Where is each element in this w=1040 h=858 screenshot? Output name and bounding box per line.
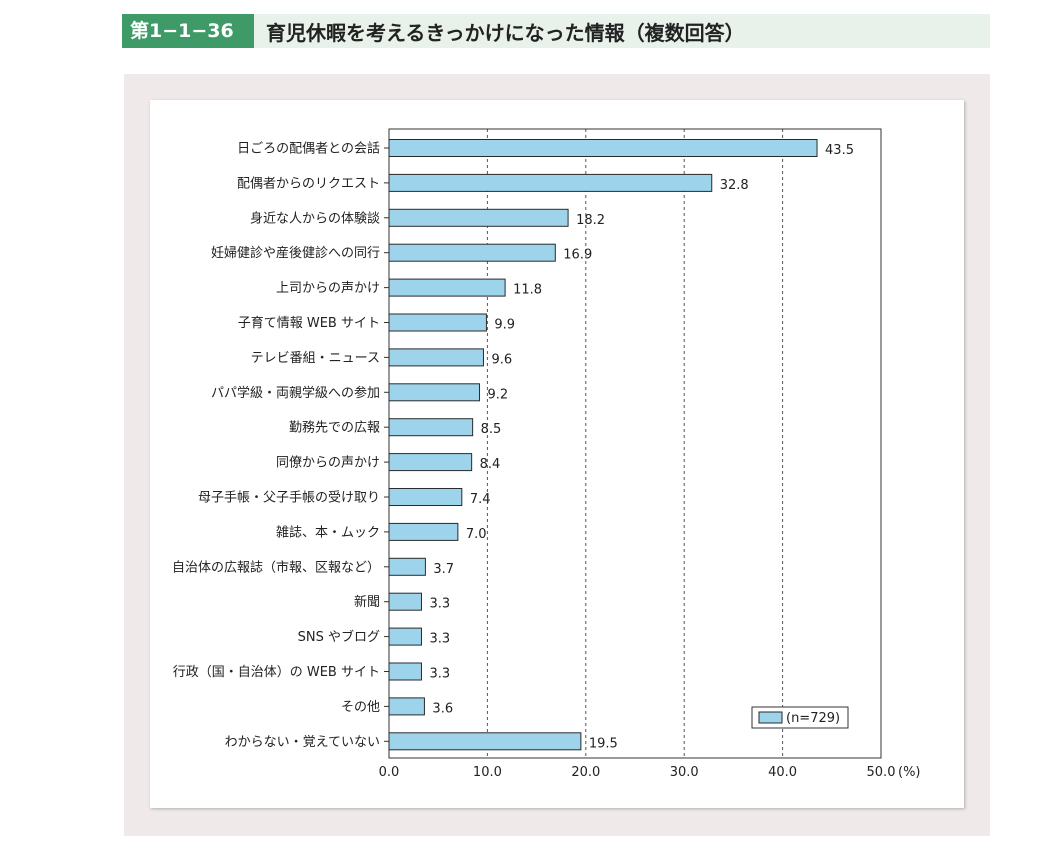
category-label: 配偶者からのリクエスト xyxy=(237,176,380,191)
x-tick-label: 20.0 xyxy=(571,765,600,780)
value-label: 9.9 xyxy=(494,318,515,333)
value-label: 32.8 xyxy=(720,178,749,193)
bar xyxy=(388,313,487,332)
bar xyxy=(388,627,422,646)
bar xyxy=(388,662,422,681)
value-label: 3.3 xyxy=(429,667,450,682)
x-tick-label: 40.0 xyxy=(768,765,797,780)
category-label: パパ学級・両親学級への参加 xyxy=(211,385,380,401)
bar xyxy=(388,278,506,297)
plot-frame xyxy=(388,128,882,759)
legend-label: (n=729) xyxy=(786,711,840,726)
value-label: 8.5 xyxy=(481,422,502,437)
bar xyxy=(388,243,556,262)
bar xyxy=(388,139,818,157)
bar xyxy=(388,348,484,367)
value-label: 3.6 xyxy=(432,701,453,716)
bar xyxy=(388,522,459,541)
category-label: 上司からの声かけ xyxy=(276,281,380,296)
x-tick-label: 0.0 xyxy=(379,765,400,780)
category-label: SNS やブログ xyxy=(298,629,380,645)
value-label: 19.5 xyxy=(589,736,618,751)
bar xyxy=(388,173,713,192)
category-label: わからない・覚えていない xyxy=(225,735,380,750)
bar xyxy=(388,208,569,227)
category-label: 勤務先での広報 xyxy=(289,421,380,436)
category-label: その他 xyxy=(341,700,380,715)
value-label: 43.5 xyxy=(825,143,854,158)
category-label: 妊婦健診や産後健診への同行 xyxy=(211,245,380,261)
value-label: 9.2 xyxy=(488,387,509,402)
category-label: 自治体の広報誌（市報、区報など） xyxy=(172,559,380,575)
category-label: 行政（国・自治体）の WEB サイト xyxy=(173,665,380,680)
value-label: 11.8 xyxy=(513,283,542,298)
bar xyxy=(388,488,463,506)
value-label: 9.6 xyxy=(491,352,512,367)
bar xyxy=(388,557,426,576)
figure-title: 育児休暇を考えるきっかけになった情報（複数回答） xyxy=(266,20,745,45)
x-tick-label: 30.0 xyxy=(670,765,699,780)
bar xyxy=(388,418,474,437)
x-tick-label: 10.0 xyxy=(473,765,502,780)
value-label: 3.7 xyxy=(433,562,454,577)
category-label: 身近な人からの体験談 xyxy=(250,210,380,226)
value-label: 7.0 xyxy=(466,527,487,542)
value-label: 3.3 xyxy=(429,597,450,612)
value-label: 16.9 xyxy=(563,248,592,263)
bar xyxy=(388,453,473,472)
category-label: 同僚からの声かけ xyxy=(276,456,380,471)
figure-header: 第1−1−36図 育児休暇を考えるきっかけになった情報（複数回答） xyxy=(122,14,990,76)
x-unit-label: (%) xyxy=(898,765,921,780)
legend-swatch xyxy=(758,711,783,724)
category-label: 母子手帳・父子手帳の受け取り xyxy=(198,491,380,506)
bar xyxy=(388,383,481,402)
category-label: 新聞 xyxy=(354,594,380,610)
category-label: 日ごろの配偶者との会話 xyxy=(237,141,380,157)
value-label: 7.4 xyxy=(470,492,491,507)
value-label: 3.3 xyxy=(429,632,450,647)
value-label: 18.2 xyxy=(576,213,605,228)
figure-number: 第1−1−36図 xyxy=(122,14,254,76)
category-label: テレビ番組・ニュース xyxy=(251,351,380,366)
x-tick-label: 50.0 xyxy=(867,765,896,780)
bar xyxy=(388,697,425,716)
bar xyxy=(388,592,422,611)
category-label: 雑誌、本・ムック xyxy=(276,524,380,540)
bar xyxy=(388,732,582,751)
category-label: 子育て情報 WEB サイト xyxy=(238,315,380,331)
value-label: 8.4 xyxy=(480,457,501,472)
